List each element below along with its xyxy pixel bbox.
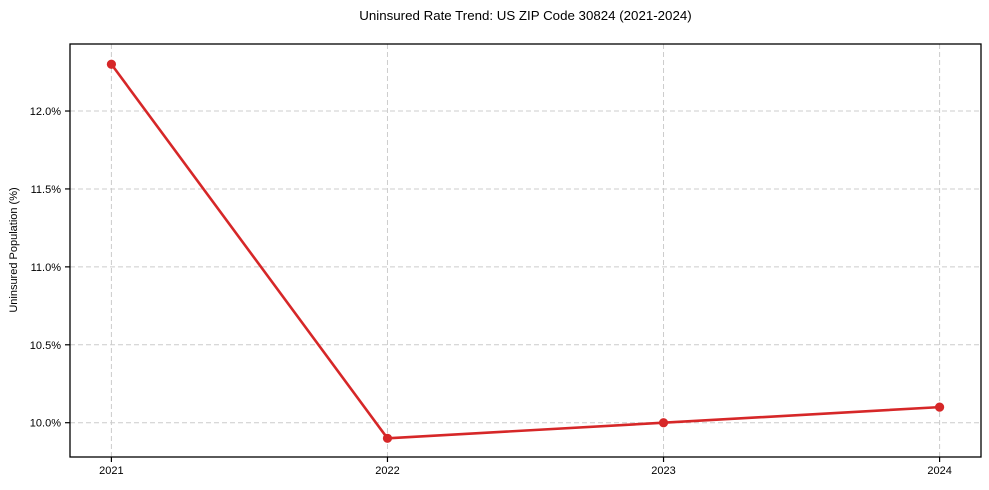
data-point-2022 [382, 433, 393, 443]
y-tick-label: 11.0% [31, 262, 62, 274]
y-tick-label: 11.5% [31, 184, 62, 196]
trend-line [110, 62, 941, 440]
y-tick-label: 12.0% [30, 106, 61, 118]
axes-frame [69, 43, 982, 458]
data-point-2024 [934, 402, 945, 412]
x-tick-label: 2022 [375, 465, 399, 477]
x-tick-label: 2024 [927, 465, 951, 477]
x-tick-label: 2021 [99, 465, 123, 477]
y-tick-label: 10.5% [30, 340, 61, 352]
data-point-2021 [106, 59, 117, 69]
chart-title: Uninsured Rate Trend: US ZIP Code 30824 … [359, 8, 692, 23]
y-tick-label: 10.0% [30, 418, 61, 430]
x-tick-label: 2023 [651, 465, 675, 477]
data-point-2023 [658, 418, 669, 428]
